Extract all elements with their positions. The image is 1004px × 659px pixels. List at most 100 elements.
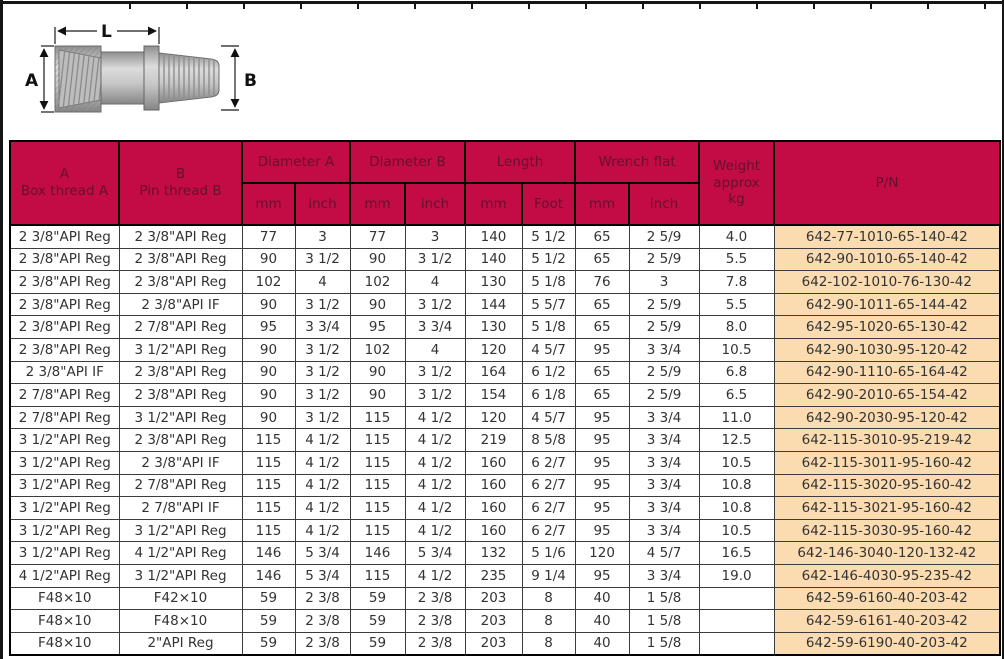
cell-pin-thread-b: 3 1/2"API Reg [118, 518, 243, 543]
cell-wrench-inch: 3 3/4 [628, 450, 700, 475]
cell-wrench-mm: 95 [574, 337, 630, 362]
cell-dia-a-mm: 115 [241, 496, 296, 520]
cell-length-foot: 8 5/8 [521, 428, 576, 452]
cell-pn: 642-115-3011-95-160-42 [773, 450, 1001, 475]
table-row: 3 1/2"API Reg 3 1/2"API Reg 115 4 1/2 115 4 1… [9, 518, 1001, 543]
cell-length-mm: 203 [464, 631, 523, 656]
cell-pin-thread-b: 2 7/8"API Reg [118, 315, 243, 339]
cell-pn: 642-146-4030-95-235-42 [773, 563, 1001, 588]
cell-dia-a-mm: 115 [241, 473, 296, 498]
cell-length-foot: 8 [521, 631, 576, 656]
cell-dia-a-inch: 5 3/4 [294, 541, 351, 565]
cell-wrench-mm: 40 [574, 586, 630, 611]
header-diameter-a: Diameter A [241, 140, 351, 184]
cell-dia-a-inch: 2 3/8 [294, 631, 351, 656]
cell-dia-b-inch: 4 [404, 270, 466, 294]
cell-wrench-inch: 2 5/9 [628, 315, 700, 339]
cell-dia-b-mm: 115 [349, 428, 406, 452]
cell-weight-kg: 10.8 [698, 473, 775, 498]
cell-length-foot: 5 1/2 [521, 247, 576, 272]
table-row: 2 3/8"API Reg 2 3/8"API Reg 77 3 77 3 140 5 1/2… [9, 224, 1001, 249]
cell-length-mm: 120 [464, 337, 523, 362]
cell-length-foot: 5 1/6 [521, 541, 576, 565]
dimension-b [221, 45, 240, 111]
cell-length-mm: 219 [464, 428, 523, 452]
cell-box-thread-a: 2 3/8"API Reg [9, 270, 120, 294]
cell-pin-thread-b: 2 3/8"API Reg [118, 247, 243, 272]
cell-pin-thread-b: 4 1/2"API Reg [118, 541, 243, 565]
cell-dia-b-inch: 2 3/8 [404, 631, 466, 656]
cell-length-foot: 5 1/2 [521, 224, 576, 249]
cell-wrench-inch: 3 3/4 [628, 405, 700, 430]
cell-dia-a-inch: 3 1/2 [294, 405, 351, 430]
cell-wrench-mm: 95 [574, 496, 630, 520]
cell-box-thread-a: 3 1/2"API Reg [9, 428, 120, 452]
cell-dia-a-inch: 2 3/8 [294, 609, 351, 633]
cell-wrench-inch: 2 5/9 [628, 360, 700, 385]
cell-wrench-mm: 65 [574, 224, 630, 249]
dim-label-l: L [101, 22, 112, 42]
dim-label-b: B [244, 71, 257, 91]
cell-dia-b-inch: 5 3/4 [404, 541, 466, 565]
cell-pn: 642-90-2010-65-154-42 [773, 383, 1001, 407]
cell-weight-kg [698, 631, 775, 656]
cell-dia-a-mm: 90 [241, 337, 296, 362]
cell-dia-b-inch: 4 1/2 [404, 450, 466, 475]
cell-wrench-inch: 1 5/8 [628, 586, 700, 611]
cell-length-mm: 130 [464, 315, 523, 339]
unit-length-mm: mm [464, 182, 524, 226]
cell-length-foot: 6 2/7 [521, 473, 576, 498]
cell-box-thread-a: F48×10 [9, 609, 120, 633]
cell-box-thread-a: F48×10 [9, 631, 120, 656]
table-row: F48×10 F48×10 59 2 3/8 59 2 3/8 203 8 40 1 5/8 642… [9, 609, 1001, 633]
cell-wrench-mm: 65 [574, 383, 630, 407]
cell-weight-kg: 10.5 [698, 450, 775, 475]
cell-dia-b-mm: 115 [349, 405, 406, 430]
cell-dia-b-mm: 90 [349, 360, 406, 385]
header-box-thread-a: A Box thread A [9, 140, 120, 226]
part-body [54, 45, 220, 113]
cell-pn: 642-59-6160-40-203-42 [773, 586, 1001, 611]
cell-pin-thread-b: 2 7/8"API Reg [118, 473, 243, 498]
cell-box-thread-a: 2 7/8"API Reg [9, 383, 120, 407]
cell-pn: 642-146-3040-120-132-42 [773, 541, 1001, 565]
cell-dia-a-inch: 3 1/2 [294, 337, 351, 362]
cell-wrench-mm: 95 [574, 450, 630, 475]
cell-dia-a-mm: 90 [241, 405, 296, 430]
cell-pin-thread-b: 3 1/2"API Reg [118, 337, 243, 362]
cell-dia-b-inch: 4 1/2 [404, 563, 466, 588]
cell-length-mm: 164 [464, 360, 523, 385]
cell-dia-b-inch: 4 1/2 [404, 405, 466, 430]
cell-dia-a-inch: 3 1/2 [294, 360, 351, 385]
cell-pn: 642-59-6190-40-203-42 [773, 631, 1001, 656]
cell-wrench-mm: 95 [574, 518, 630, 543]
header-wrench-flat: Wrench flat [574, 140, 701, 184]
cell-wrench-mm: 65 [574, 360, 630, 385]
cell-dia-a-mm: 115 [241, 428, 296, 452]
cell-dia-b-mm: 59 [349, 586, 406, 611]
cell-length-foot: 6 1/2 [521, 360, 576, 385]
header-weight: Weight approx kg [698, 140, 776, 226]
cell-dia-a-inch: 3 1/2 [294, 292, 351, 317]
cell-length-mm: 160 [464, 496, 523, 520]
table-row: 3 1/2"API Reg 2 3/8"API IF 115 4 1/2 115 4 1/… [9, 450, 1001, 475]
cell-wrench-inch: 2 5/9 [628, 224, 700, 249]
cell-dia-b-mm: 90 [349, 383, 406, 407]
table-row: 2 3/8"API Reg 2 3/8"API Reg 102 4 102 4 130 5 1… [9, 270, 1001, 294]
cell-dia-a-inch: 3 1/2 [294, 247, 351, 272]
cell-length-mm: 140 [464, 247, 523, 272]
cell-box-thread-a: 2 3/8"API Reg [9, 292, 120, 317]
cell-wrench-mm: 76 [574, 270, 630, 294]
unit-dia-b-inch: inch [403, 182, 467, 226]
cell-wrench-mm: 95 [574, 405, 630, 430]
cell-pn: 642-90-1110-65-164-42 [773, 360, 1001, 385]
cell-dia-a-inch: 4 1/2 [294, 450, 351, 475]
cell-pn: 642-115-3010-95-219-42 [773, 428, 1001, 452]
cell-dia-b-mm: 90 [349, 247, 406, 272]
cell-length-mm: 140 [464, 224, 523, 249]
cell-dia-a-mm: 90 [241, 383, 296, 407]
cell-dia-b-inch: 3 1/2 [404, 383, 466, 407]
cell-wrench-mm: 95 [574, 473, 630, 498]
cell-dia-a-mm: 59 [241, 609, 296, 633]
